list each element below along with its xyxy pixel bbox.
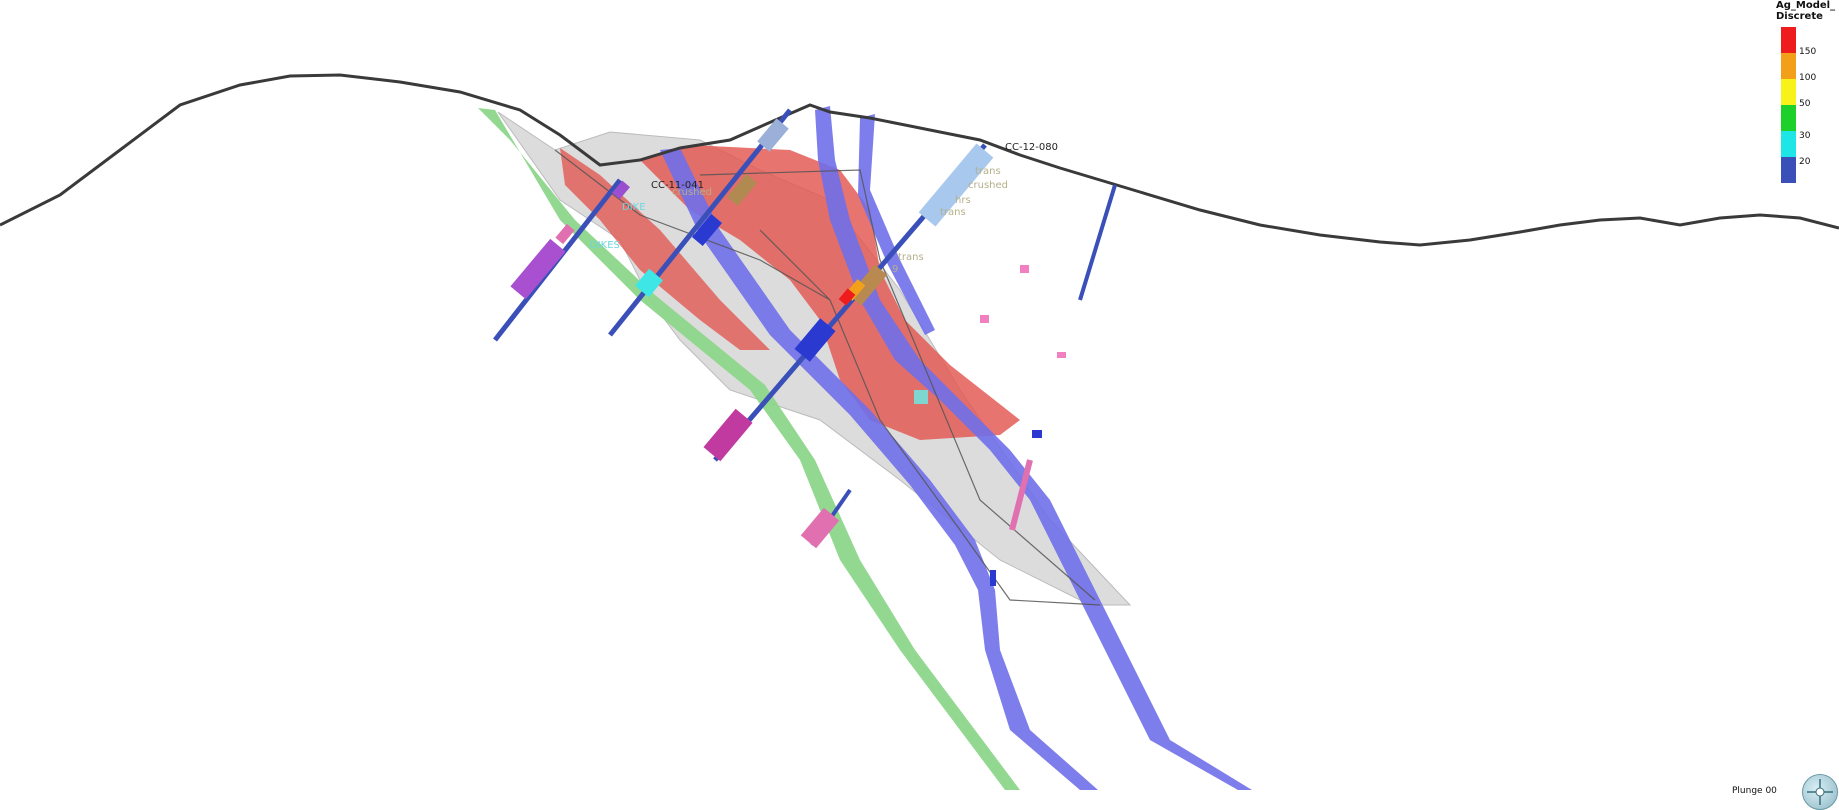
- blue-fault-west: [660, 148, 1098, 790]
- legend-swatch-150: [1781, 27, 1796, 53]
- legend-swatch-30: [1781, 105, 1796, 131]
- faint-label-4: trans: [940, 207, 966, 218]
- red-vein-lower: [560, 148, 770, 350]
- legend-tick-150: 150: [1799, 47, 1817, 57]
- faint-label-6: 9: [892, 264, 898, 275]
- legend-tick-50: 50: [1799, 99, 1811, 109]
- legend-tick-30: 30: [1799, 131, 1811, 141]
- plunge-readout: Plunge 00: [1732, 786, 1777, 796]
- drillhole-label-cc-11-041: CC-11-041: [651, 180, 704, 191]
- faint-label-5: trans: [898, 252, 924, 263]
- faint-label-8: DIKE: [622, 202, 646, 213]
- legend-color-bar: [1781, 27, 1796, 183]
- blue-fault-upper: [858, 114, 935, 335]
- faint-label-9: DIKES: [590, 240, 620, 251]
- legend-swatch-low: [1781, 157, 1796, 183]
- legend-tick-100: 100: [1799, 73, 1817, 83]
- color-legend: Ag_Model_ Discrete 150 100 50 30 20: [1776, 0, 1836, 183]
- legend-swatch-20: [1781, 131, 1796, 157]
- faint-label-1: trans: [975, 166, 1001, 177]
- orientation-compass-icon[interactable]: [1802, 774, 1838, 810]
- faint-label-2: crushed: [968, 180, 1008, 191]
- legend-title: Ag_Model_ Discrete: [1776, 0, 1836, 22]
- drillhole-cc-11-041-b[interactable]: [608, 108, 792, 337]
- green-fault: [478, 108, 1020, 790]
- faint-label-7: crushed: [672, 187, 712, 198]
- legend-swatch-50: [1781, 79, 1796, 105]
- solid-outline: [554, 149, 1101, 606]
- legend-swatch-100: [1781, 53, 1796, 79]
- topography-surface: [0, 73, 1839, 247]
- legend-tick-20: 20: [1799, 157, 1811, 167]
- faint-label-3: hrs: [955, 195, 971, 206]
- drillhole-label-cc-12-080: CC-12-080: [1005, 142, 1058, 153]
- drillhole-short[interactable]: [800, 184, 1117, 586]
- drillhole-cc-11-041[interactable]: [493, 178, 630, 342]
- drillhole-cc-12-080[interactable]: [703, 143, 994, 462]
